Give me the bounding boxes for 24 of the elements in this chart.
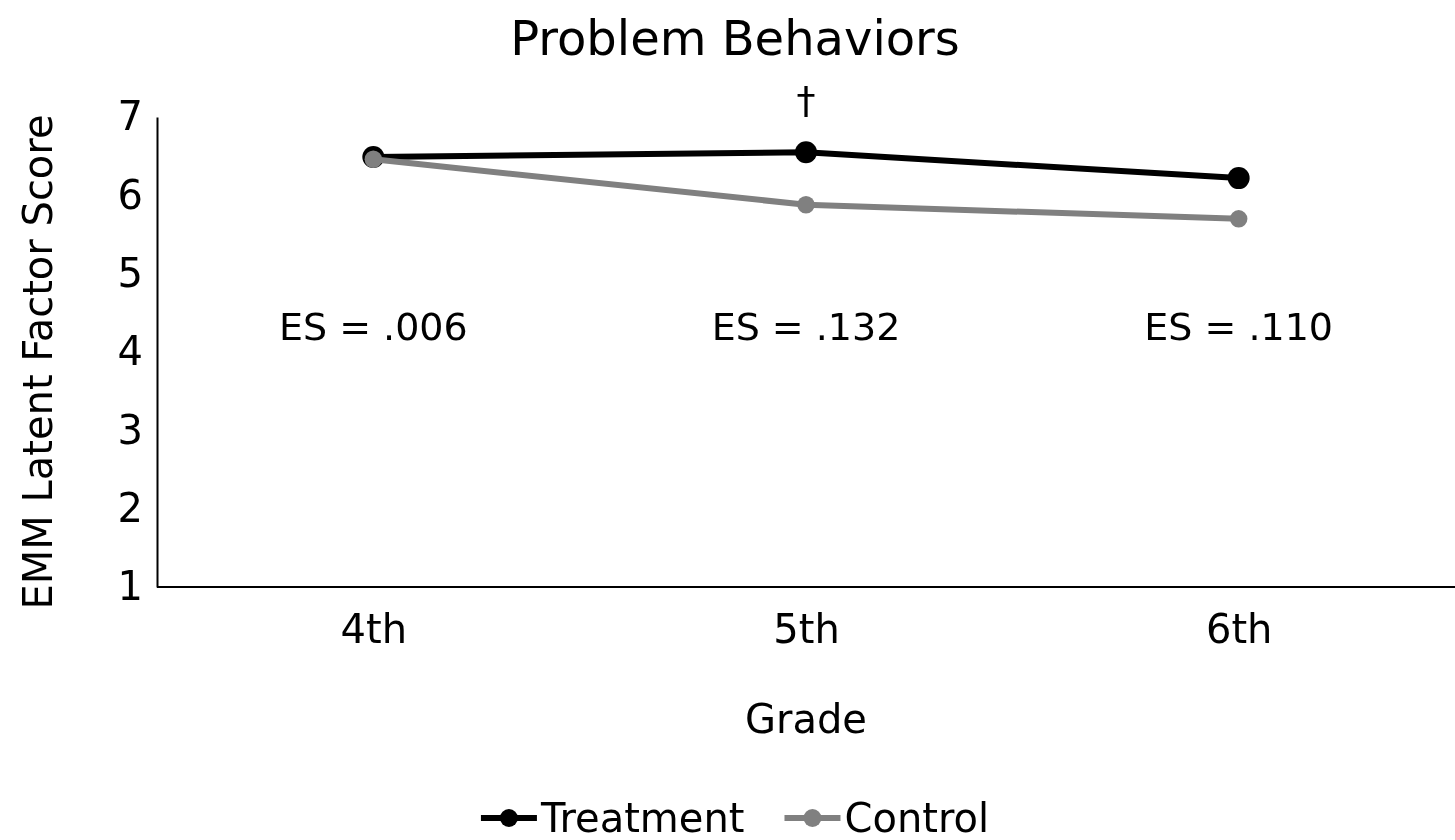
point xyxy=(795,141,817,164)
legend-label: Treatment xyxy=(539,795,745,840)
y-tick-label: 3 xyxy=(117,406,143,453)
annotation: † xyxy=(796,78,816,122)
point xyxy=(1227,167,1250,190)
y-axis-title: EMM Latent Factor Score xyxy=(15,114,61,610)
legend-label: Control xyxy=(844,795,990,840)
point xyxy=(364,150,383,169)
point xyxy=(1229,210,1248,228)
y-tick-label: 2 xyxy=(117,484,143,531)
x-tick-label: 4th xyxy=(340,606,408,653)
annotation: ES = .006 xyxy=(278,305,468,349)
point xyxy=(797,196,815,214)
x-tick-label: 5th xyxy=(773,606,840,653)
y-tick-label: 6 xyxy=(117,171,143,218)
x-tick-label: 6th xyxy=(1205,606,1273,653)
y-tick-label: 7 xyxy=(117,93,143,140)
chart-title: Problem Behaviors xyxy=(510,10,960,66)
annotation: ES = .132 xyxy=(711,305,901,349)
y-tick-label: 4 xyxy=(117,328,143,375)
y-tick-label: 1 xyxy=(117,563,143,610)
annotation: ES = .110 xyxy=(1144,305,1334,349)
y-tick-label: 5 xyxy=(117,249,143,296)
x-axis-title: Grade xyxy=(745,696,867,742)
